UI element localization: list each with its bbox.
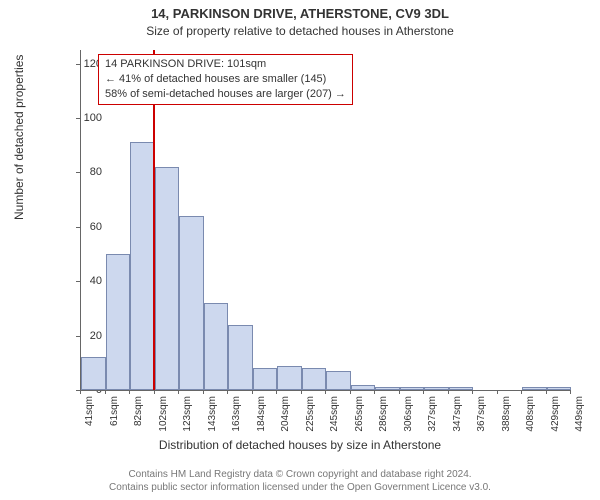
x-tick-label: 245sqm bbox=[329, 396, 340, 436]
histogram-bar bbox=[326, 371, 351, 390]
x-tick-label: 41sqm bbox=[84, 396, 95, 436]
x-tick-mark bbox=[399, 390, 400, 394]
histogram-bar bbox=[449, 387, 474, 390]
x-tick-label: 265sqm bbox=[354, 396, 365, 436]
info-box: 14 PARKINSON DRIVE: 101sqm ← 41% of deta… bbox=[98, 54, 353, 105]
x-tick-label: 61sqm bbox=[109, 396, 120, 436]
x-tick-mark bbox=[129, 390, 130, 394]
footer-line-2: Contains public sector information licen… bbox=[0, 481, 600, 494]
histogram-bar bbox=[228, 325, 253, 390]
x-tick-mark bbox=[301, 390, 302, 394]
histogram-bar bbox=[81, 357, 106, 390]
chart-subtitle: Size of property relative to detached ho… bbox=[0, 24, 600, 38]
histogram-bar bbox=[277, 366, 302, 390]
x-tick-mark bbox=[472, 390, 473, 394]
x-tick-label: 225sqm bbox=[305, 396, 316, 436]
info-line-1: 14 PARKINSON DRIVE: 101sqm bbox=[105, 57, 346, 72]
histogram-bar bbox=[253, 368, 278, 390]
x-tick-label: 347sqm bbox=[452, 396, 463, 436]
histogram-bar bbox=[351, 385, 376, 390]
x-tick-label: 143sqm bbox=[207, 396, 218, 436]
x-tick-label: 163sqm bbox=[231, 396, 242, 436]
x-tick-mark bbox=[521, 390, 522, 394]
histogram-bar bbox=[375, 387, 400, 390]
x-tick-mark bbox=[203, 390, 204, 394]
x-tick-mark bbox=[570, 390, 571, 394]
footer-attribution: Contains HM Land Registry data © Crown c… bbox=[0, 468, 600, 494]
histogram-bar bbox=[400, 387, 425, 390]
info-line-3: 58% of semi-detached houses are larger (… bbox=[105, 87, 346, 102]
x-tick-mark bbox=[423, 390, 424, 394]
x-tick-label: 429sqm bbox=[550, 396, 561, 436]
histogram-bar bbox=[106, 254, 131, 390]
footer-line-1: Contains HM Land Registry data © Crown c… bbox=[0, 468, 600, 481]
x-tick-mark bbox=[448, 390, 449, 394]
x-tick-mark bbox=[497, 390, 498, 394]
x-tick-label: 204sqm bbox=[280, 396, 291, 436]
x-tick-label: 306sqm bbox=[403, 396, 414, 436]
x-tick-mark bbox=[374, 390, 375, 394]
chart-container: 14, PARKINSON DRIVE, ATHERSTONE, CV9 3DL… bbox=[0, 0, 600, 500]
histogram-bar bbox=[547, 387, 572, 390]
x-tick-label: 388sqm bbox=[501, 396, 512, 436]
x-tick-mark bbox=[178, 390, 179, 394]
x-tick-label: 408sqm bbox=[525, 396, 536, 436]
x-tick-mark bbox=[350, 390, 351, 394]
x-tick-label: 327sqm bbox=[427, 396, 438, 436]
x-axis-label: Distribution of detached houses by size … bbox=[0, 438, 600, 452]
info-line-2: ← 41% of detached houses are smaller (14… bbox=[105, 72, 346, 87]
x-tick-mark bbox=[276, 390, 277, 394]
x-tick-label: 123sqm bbox=[182, 396, 193, 436]
x-tick-label: 184sqm bbox=[256, 396, 267, 436]
x-tick-mark bbox=[105, 390, 106, 394]
histogram-bar bbox=[130, 142, 155, 390]
x-tick-mark bbox=[80, 390, 81, 394]
histogram-bar bbox=[179, 216, 204, 390]
x-tick-label: 82sqm bbox=[133, 396, 144, 436]
x-tick-mark bbox=[546, 390, 547, 394]
x-tick-mark bbox=[252, 390, 253, 394]
histogram-bar bbox=[302, 368, 327, 390]
chart-title: 14, PARKINSON DRIVE, ATHERSTONE, CV9 3DL bbox=[0, 6, 600, 21]
x-tick-mark bbox=[154, 390, 155, 394]
histogram-bar bbox=[204, 303, 229, 390]
x-tick-mark bbox=[227, 390, 228, 394]
x-tick-label: 102sqm bbox=[158, 396, 169, 436]
x-tick-label: 367sqm bbox=[476, 396, 487, 436]
x-tick-label: 286sqm bbox=[378, 396, 389, 436]
histogram-bar bbox=[424, 387, 449, 390]
x-tick-label: 449sqm bbox=[574, 396, 585, 436]
x-tick-mark bbox=[325, 390, 326, 394]
histogram-bar bbox=[522, 387, 547, 390]
histogram-bar bbox=[155, 167, 180, 390]
y-axis-label: Number of detached properties bbox=[12, 55, 26, 220]
